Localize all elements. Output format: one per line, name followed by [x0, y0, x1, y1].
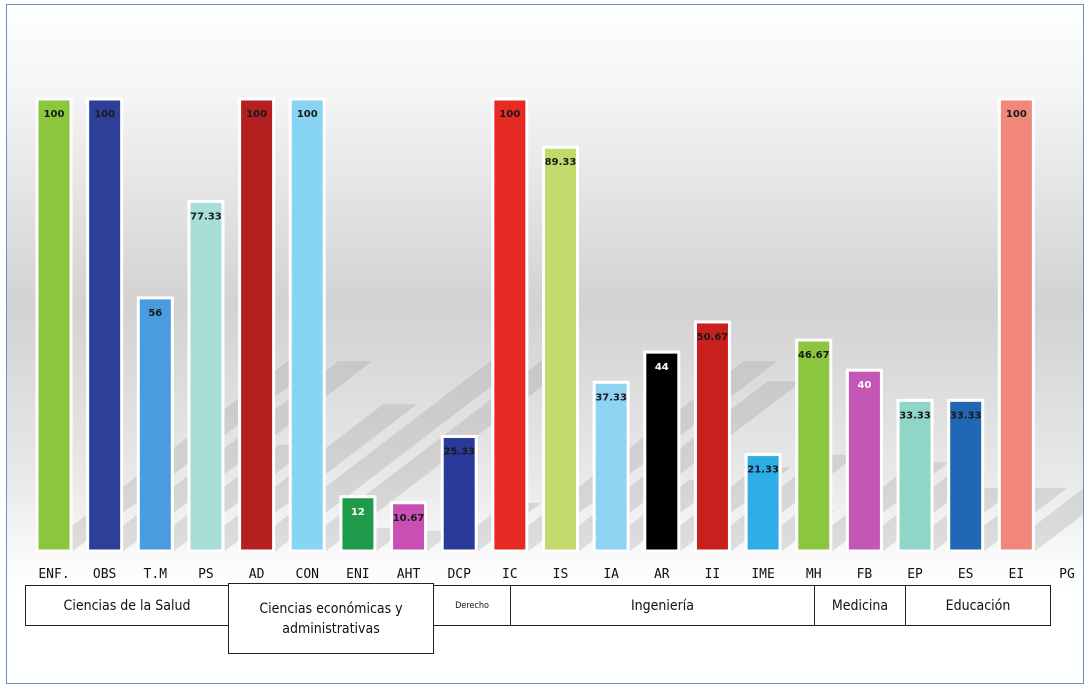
bar-value-label: 37.33: [595, 392, 627, 403]
x-tick-label: FB: [857, 567, 873, 582]
x-tick-label: EP: [907, 567, 923, 582]
group-derecho: Derecho: [433, 585, 511, 626]
bars: [35, 97, 1035, 553]
group-label: Medicina: [831, 597, 889, 614]
bar: [542, 145, 579, 553]
bar: [491, 97, 529, 553]
bar-value-label: 40: [857, 380, 871, 391]
x-tick-label: MH: [806, 567, 822, 582]
bar-value-label: 25.33: [443, 447, 475, 458]
bar-value-label: 56: [148, 308, 162, 319]
bar: [997, 97, 1035, 553]
x-tick-label: IS: [553, 567, 569, 582]
bar-value-label: 33.33: [899, 410, 931, 421]
bar: [86, 97, 124, 553]
x-tick-label: ENI: [346, 567, 369, 582]
bar: [845, 368, 883, 553]
group-label: Derecho: [455, 600, 489, 611]
x-tick-label: PG: [1059, 567, 1075, 582]
bar: [947, 398, 985, 553]
x-axis-tick-labels: ENF. OBS T.M PS AD CON ENI AHT DCP IC IS IA AR II IME M…: [38, 567, 1075, 582]
bar-chart: 100 100 56 77.33 100 100 12 10.67 25.33 100 89.33 3…: [35, 97, 1083, 582]
bar-value-label: 77.33: [190, 211, 222, 222]
chart-frame: 100 100 56 77.33 100 100 12 10.67 25.33 100 89.33 3…: [6, 4, 1084, 684]
bar: [744, 453, 782, 553]
x-tick-label: AD: [249, 567, 265, 582]
group-label: Ciencias de la Salud: [63, 597, 191, 614]
bar: [390, 501, 428, 553]
group-ingenieria: Ingeniería: [510, 585, 815, 626]
x-tick-label: IME: [751, 567, 774, 582]
bar-value-label: 100: [246, 109, 267, 120]
group-ciencias-de-la-salud: Ciencias de la Salud: [25, 585, 229, 626]
bar-value-label: 100: [94, 109, 115, 120]
bar-value-labels: 100 100 56 77.33 100 100 12 10.67 25.33 100 89.33 3…: [44, 109, 1027, 524]
bar-value-label: 44: [655, 362, 669, 373]
bar: [35, 97, 73, 553]
bar-value-label: 46.67: [798, 350, 830, 361]
bar-value-label: 100: [297, 109, 318, 120]
bar: [238, 97, 276, 553]
x-tick-label: DCP: [447, 567, 471, 582]
bar: [339, 495, 377, 553]
x-tick-label: AHT: [397, 567, 421, 582]
bar-value-label: 33.33: [950, 410, 982, 421]
bar-value-label: 12: [351, 507, 365, 518]
x-tick-label: IC: [502, 567, 518, 582]
group-medicina: Medicina: [814, 585, 906, 626]
x-tick-label: AR: [654, 567, 670, 582]
x-tick-label: CON: [296, 567, 319, 582]
bar: [187, 199, 225, 553]
bar-value-label: 100: [499, 109, 520, 120]
x-tick-label: EI: [1009, 567, 1025, 582]
bar: [136, 296, 174, 553]
group-label: Ingeniería: [630, 597, 695, 614]
bar: [896, 398, 934, 553]
bar: [288, 97, 326, 553]
bar: [795, 338, 833, 553]
bar: [643, 350, 681, 553]
bar-value-label: 89.33: [545, 157, 577, 168]
x-tick-label: PS: [198, 567, 214, 582]
bar-value-label: 100: [1006, 109, 1027, 120]
bar: [592, 380, 630, 553]
x-tick-label: IA: [603, 567, 619, 582]
group-label: Educación: [945, 597, 1011, 614]
x-tick-label: ENF.: [38, 567, 69, 582]
x-tick-label: II: [705, 567, 721, 582]
bar-value-label: 21.33: [747, 465, 779, 476]
group-label: Ciencias económicas y administrativas: [259, 600, 403, 637]
group-educacion: Educación: [905, 585, 1051, 626]
bar: [693, 320, 731, 553]
bar-value-label: 50.67: [697, 332, 729, 343]
bar: [440, 435, 478, 553]
bar-value-label: 100: [44, 109, 65, 120]
x-tick-label: T.M: [144, 567, 168, 582]
bar-value-label: 10.67: [393, 513, 425, 524]
group-ciencias-economicas: Ciencias económicas y administrativas: [228, 583, 434, 654]
x-tick-label: OBS: [93, 567, 116, 582]
x-tick-label: ES: [958, 567, 974, 582]
